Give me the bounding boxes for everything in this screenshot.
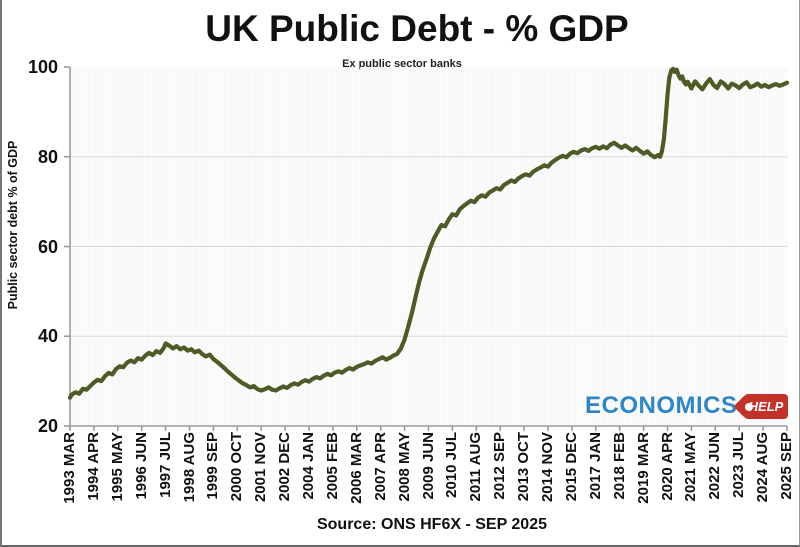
x-tick-label: 2019 MAR [634,432,652,504]
brand-name: ECONOMICS [585,392,738,419]
source-caption: Source: ONS HF6X - SEP 2025 [316,516,547,533]
x-tick-label: 2013 OCT [515,432,533,502]
x-tick-label: 2025 SEP [778,432,795,500]
x-tick-label: 1999 SEP [204,432,222,500]
x-tick-label: 2023 JUL [730,432,748,498]
brand-logo: ECONOMICS [585,392,738,422]
y-tick-label: 60 [37,236,58,257]
y-tick-label: 20 [37,416,58,436]
x-tick-label: 2010 JUL [443,432,461,498]
x-tick-label: 2000 OCT [228,432,246,502]
x-tick-label: 2002 DEC [276,432,294,502]
x-tick-label: 2015 DEC [562,432,580,502]
x-tick-label: 2011 AUG [467,432,485,502]
x-tick-label: 1994 APR [84,432,102,501]
x-tick-label: 2021 MAY [682,432,700,502]
brand-tag-label: HELP [748,399,784,414]
x-tick-label: 2007 APR [371,432,389,501]
x-tick-label: 2005 FEB [323,432,341,500]
y-tick-label: 100 [27,57,58,77]
x-tick-label: 2012 SEP [491,432,509,500]
tag-dot-icon [745,402,753,411]
x-tick-label: 2014 NOV [539,432,556,503]
x-tick-label: 2020 APR [658,432,676,501]
x-tick-label: 2022 JUN [706,432,724,500]
x-tick-label: 2004 JAN [300,432,317,500]
x-tick-label: 2024 AUG [754,432,772,503]
x-tick-label: 2006 MAR [347,432,365,504]
x-tick-label: 1997 JUL [156,432,174,498]
x-tick-label: 2001 NOV [252,432,270,503]
y-tick-label: 80 [37,146,58,167]
brand-help-tag: HELP [733,394,788,419]
x-tick-label: 1996 JUN [132,432,150,500]
x-tick-label: 2008 MAY [395,432,413,502]
x-tick-label: 2017 JAN [586,432,604,500]
x-tick-label: 1998 AUG [180,432,198,503]
y-tick-label: 40 [37,326,58,347]
x-tick-label: 1993 MAR [61,432,78,504]
chart-title: UK Public Debt - % GDP [205,8,629,49]
debt-line-series [67,66,790,400]
x-tick-label: 1995 MAY [108,432,126,502]
x-tick-label: 2009 JUN [419,432,437,500]
x-tick-label: 2018 FEB [610,432,628,500]
